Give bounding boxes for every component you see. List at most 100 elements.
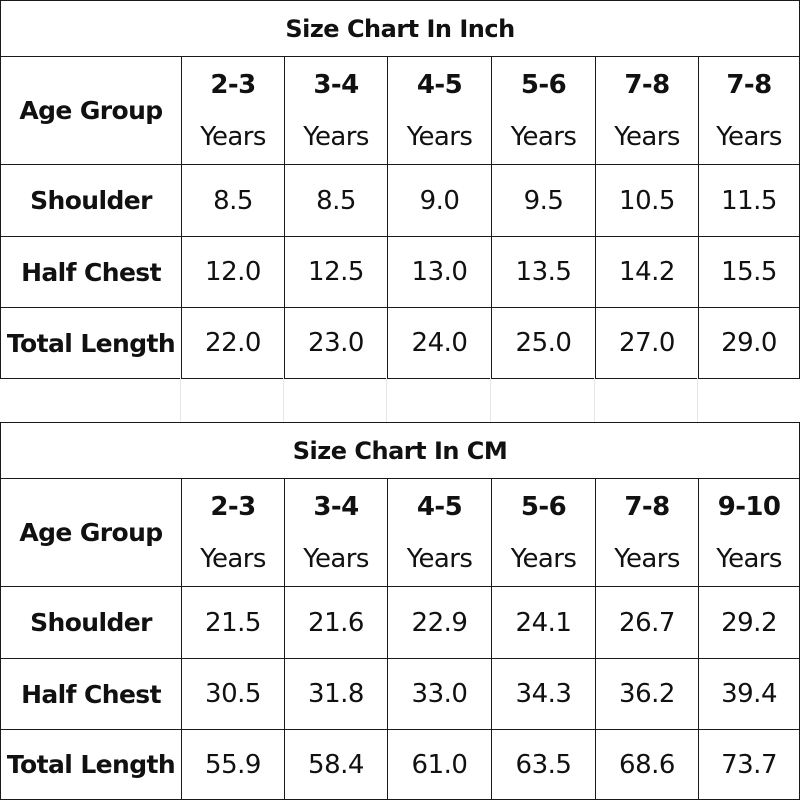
value-cell: 14.2 — [595, 236, 699, 308]
value-cell: 58.4 — [284, 729, 388, 800]
age-unit: Years — [716, 543, 782, 574]
age-range: 7-8 — [726, 69, 772, 100]
table-row: Shoulder 8.5 8.5 9.0 9.5 10.5 11.5 — [0, 164, 800, 237]
value-cell: 12.0 — [181, 236, 285, 308]
column-header: 3-4 Years — [284, 478, 388, 587]
value-cell: 8.5 — [284, 164, 388, 237]
header-label: Age Group — [0, 56, 182, 165]
value-cell: 68.6 — [595, 729, 699, 800]
table-header-row: Age Group 2-3 Years 3-4 Years 4-5 Years 5-6… — [0, 478, 800, 587]
value-cell: 30.5 — [181, 658, 285, 730]
value-cell: 24.1 — [491, 586, 596, 659]
value-cell: 15.5 — [697, 236, 800, 308]
age-range: 5-6 — [520, 491, 567, 522]
value-cell: 61.0 — [387, 729, 492, 800]
value-cell: 21.6 — [284, 586, 388, 659]
value-cell: 63.5 — [491, 729, 596, 800]
value-cell: 36.2 — [595, 658, 699, 730]
spacer-gridline — [595, 378, 698, 422]
column-header: 9-10 Years — [697, 478, 800, 587]
table-row: Total Length 22.0 23.0 24.0 25.0 27.0 29… — [0, 307, 800, 379]
age-range: 3-4 — [313, 491, 359, 522]
value-cell: 39.4 — [697, 658, 800, 730]
age-range: 7-8 — [624, 491, 670, 522]
spacer-gridline — [284, 378, 387, 422]
table-row: Half Chest 30.5 31.8 33.0 34.3 36.2 39.4 — [0, 658, 800, 730]
age-unit: Years — [303, 543, 369, 574]
value-cell: 33.0 — [387, 658, 492, 730]
age-range: 2-3 — [210, 69, 256, 100]
value-cell: 13.5 — [491, 236, 596, 308]
value-cell: 22.0 — [181, 307, 285, 379]
age-unit: Years — [716, 121, 782, 152]
value-cell: 25.0 — [491, 307, 596, 379]
column-header: 2-3 Years — [181, 56, 285, 165]
value-cell: 23.0 — [284, 307, 388, 379]
value-cell: 11.5 — [697, 164, 800, 237]
value-cell: 27.0 — [595, 307, 699, 379]
row-label: Half Chest — [0, 236, 182, 308]
value-cell: 12.5 — [284, 236, 388, 308]
spacer-gridline — [491, 378, 595, 422]
table-row: Half Chest 12.0 12.5 13.0 13.5 14.2 15.5 — [0, 236, 800, 308]
column-header: 7-8 Years — [697, 56, 800, 165]
column-header: 3-4 Years — [284, 56, 388, 165]
value-cell: 22.9 — [387, 586, 492, 659]
age-range: 9-10 — [717, 491, 781, 522]
table-row: Total Length 55.9 58.4 61.0 63.5 68.6 73… — [0, 729, 800, 800]
row-label: Shoulder — [0, 164, 182, 237]
row-label: Shoulder — [0, 586, 182, 659]
spacer-gridline — [387, 378, 491, 422]
value-cell: 13.0 — [387, 236, 492, 308]
column-header: 4-5 Years — [387, 56, 492, 165]
row-label: Half Chest — [0, 658, 182, 730]
column-header: 7-8 Years — [595, 478, 699, 587]
value-cell: 73.7 — [697, 729, 800, 800]
column-header: 7-8 Years — [595, 56, 699, 165]
table-title-row: Size Chart In Inch — [0, 0, 800, 57]
header-label: Age Group — [0, 478, 182, 587]
size-chart-inch-table: Size Chart In Inch Age Group 2-3 Years 3-… — [0, 0, 800, 379]
value-cell: 31.8 — [284, 658, 388, 730]
table-title: Size Chart In CM — [0, 422, 800, 479]
value-cell: 9.0 — [387, 164, 492, 237]
value-cell: 24.0 — [387, 307, 492, 379]
age-range: 4-5 — [416, 491, 463, 522]
value-cell: 9.5 — [491, 164, 596, 237]
table-header-row: Age Group 2-3 Years 3-4 Years 4-5 Years 5-6… — [0, 56, 800, 165]
table-title-row: Size Chart In CM — [0, 422, 800, 479]
age-unit: Years — [510, 121, 577, 152]
value-cell: 55.9 — [181, 729, 285, 800]
spacer-gridline — [181, 378, 284, 422]
age-unit: Years — [614, 121, 680, 152]
age-range: 3-4 — [313, 69, 359, 100]
row-label: Total Length — [0, 307, 182, 379]
value-cell: 10.5 — [595, 164, 699, 237]
table-spacer — [0, 378, 800, 422]
age-unit: Years — [200, 121, 266, 152]
age-range: 2-3 — [210, 491, 256, 522]
age-unit: Years — [510, 543, 577, 574]
age-range: 7-8 — [624, 69, 670, 100]
column-header: 2-3 Years — [181, 478, 285, 587]
age-unit: Years — [406, 121, 473, 152]
value-cell: 26.7 — [595, 586, 699, 659]
age-range: 5-6 — [520, 69, 567, 100]
age-unit: Years — [200, 543, 266, 574]
value-cell: 29.2 — [697, 586, 800, 659]
table-title: Size Chart In Inch — [0, 0, 800, 57]
age-unit: Years — [614, 543, 680, 574]
column-header: 5-6 Years — [491, 478, 596, 587]
column-header: 4-5 Years — [387, 478, 492, 587]
value-cell: 8.5 — [181, 164, 285, 237]
row-label: Total Length — [0, 729, 182, 800]
age-range: 4-5 — [416, 69, 463, 100]
age-unit: Years — [406, 543, 473, 574]
value-cell: 34.3 — [491, 658, 596, 730]
size-chart-cm-table: Size Chart In CM Age Group 2-3 Years 3-4 Y… — [0, 422, 800, 800]
value-cell: 29.0 — [697, 307, 800, 379]
value-cell: 21.5 — [181, 586, 285, 659]
spacer-gridline — [0, 378, 181, 422]
column-header: 5-6 Years — [491, 56, 596, 165]
